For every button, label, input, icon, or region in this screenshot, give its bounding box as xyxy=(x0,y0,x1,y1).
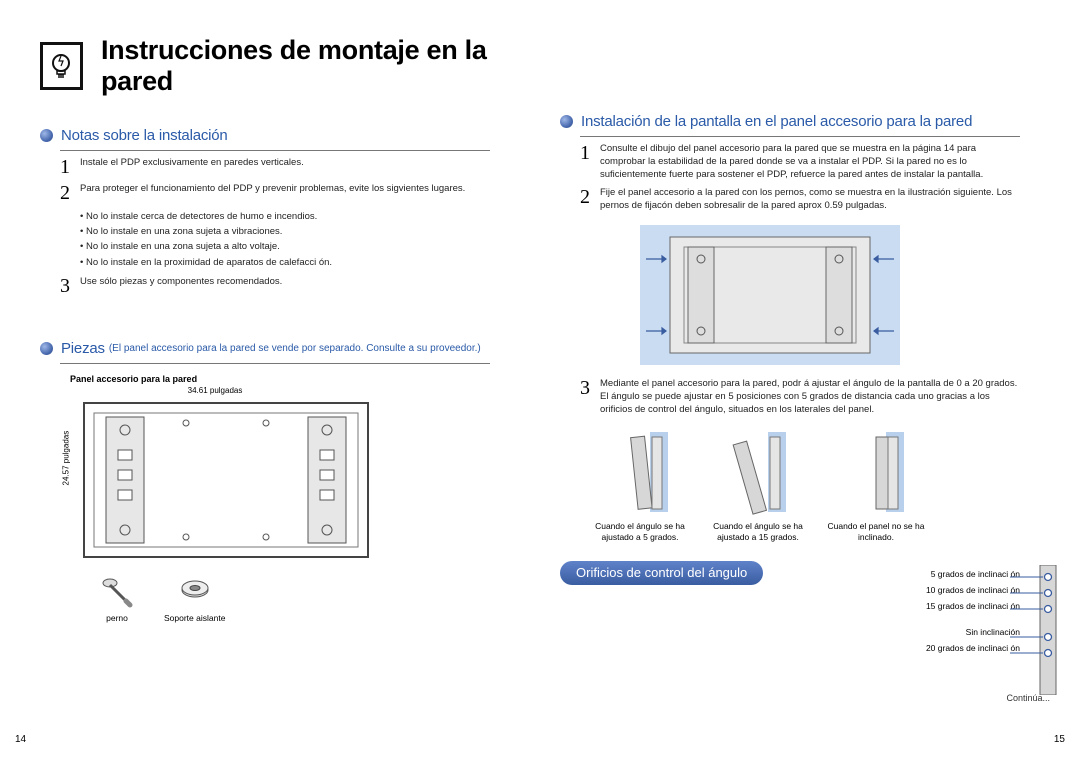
left-page: Instrucciones de montaje en la pared Not… xyxy=(40,0,510,763)
header: Instrucciones de montaje en la pared xyxy=(40,35,510,97)
section-title: Piezas xyxy=(61,340,105,357)
angle-figures: Cuando el ángulo se ha ajustado a 5 grad… xyxy=(590,427,1040,543)
step-text: Use sólo piezas y componentes recomendad… xyxy=(80,276,282,296)
bullet-dot-icon xyxy=(560,115,573,128)
step-text: Consulte el dibujo del panel accesorio p… xyxy=(600,143,1020,181)
wall-bracket-figure xyxy=(640,225,900,365)
step-2: 2 Fije el panel accesorio a la pared con… xyxy=(580,187,1020,213)
bullet-item: No lo instale en una zona sujeta a vibra… xyxy=(80,224,510,239)
hole-label: 10 grados de inclinaci ón xyxy=(926,582,1020,598)
section-title: Notas sobre la instalación xyxy=(61,127,228,144)
step-1: 1 Instale el PDP exclusivamente en pared… xyxy=(60,157,490,177)
part-label: Soporte aislante xyxy=(164,613,225,623)
divider xyxy=(60,363,490,364)
bulb-icon xyxy=(40,42,83,90)
hole-label: 15 grados de inclinaci ón xyxy=(926,598,1020,614)
step-2: 2 Para proteger el funcionamiento del PD… xyxy=(60,183,490,203)
step-number: 3 xyxy=(580,378,600,416)
section-title: Instalación de la pantalla en el panel a… xyxy=(581,113,972,130)
step-number: 1 xyxy=(60,157,80,177)
angle-holes-pill: Orificios de control del ángulo xyxy=(560,561,763,585)
hole-label: 20 grados de inclinaci ón xyxy=(926,640,1020,656)
step-number: 1 xyxy=(580,143,600,181)
bullet-list: No lo instale cerca de detectores de hum… xyxy=(80,209,510,270)
angle-fig-0: Cuando el panel no se ha inclinado. xyxy=(826,427,926,543)
hole-label: 5 grados de inclinaci ón xyxy=(926,566,1020,582)
step-text: Mediante el panel accesorio para la pare… xyxy=(600,378,1020,416)
divider xyxy=(60,150,490,151)
angle-holes-figure xyxy=(1010,565,1060,695)
hole-labels: 5 grados de inclinaci ón 10 grados de in… xyxy=(926,566,1020,656)
bullet-item: No lo instale cerca de detectores de hum… xyxy=(80,209,510,224)
page-title: Instrucciones de montaje en la pared xyxy=(101,35,510,97)
panel-label: Panel accesorio para la pared xyxy=(70,374,510,384)
step-number: 2 xyxy=(60,183,80,203)
bolt-icon xyxy=(100,575,134,609)
angle-caption: Cuando el ángulo se ha ajustado a 15 gra… xyxy=(708,521,808,543)
bullet-dot-icon xyxy=(40,342,53,355)
bracket-diagram: 24.57 pulgadas xyxy=(60,395,510,565)
step-1: 1 Consulte el dibujo del panel accesorio… xyxy=(580,143,1020,181)
hole-label: Sin inclinación xyxy=(926,624,1020,640)
spacer-icon xyxy=(178,575,212,609)
dimension-height: 24.57 pulgadas xyxy=(62,474,71,486)
section-subtitle: (El panel accesorio para la pared se ven… xyxy=(109,343,481,354)
part-spacer: Soporte aislante xyxy=(164,575,225,623)
step-3: 3 Mediante el panel accesorio para la pa… xyxy=(580,378,1020,416)
step-text: Fije el panel accesorio a la pared con l… xyxy=(600,187,1020,213)
section-install: Instalación de la pantalla en el panel a… xyxy=(560,113,1040,130)
step-number: 3 xyxy=(60,276,80,296)
part-label: perno xyxy=(106,613,128,623)
page-number-right: 15 xyxy=(1054,734,1065,745)
angle-fig-15: Cuando el ángulo se ha ajustado a 15 gra… xyxy=(708,427,808,543)
divider xyxy=(580,136,1020,137)
parts-row: perno Soporte aislante xyxy=(100,575,510,623)
angle-fig-5: Cuando el ángulo se ha ajustado a 5 grad… xyxy=(590,427,690,543)
step-number: 2 xyxy=(580,187,600,213)
step-text: Para proteger el funcionamiento del PDP … xyxy=(80,183,465,203)
bracket-figure xyxy=(76,395,376,565)
angle-caption: Cuando el panel no se ha inclinado. xyxy=(826,521,926,543)
continue-text: Continúa... xyxy=(1006,693,1050,703)
bullet-item: No lo instale en la proximidad de aparat… xyxy=(80,255,510,270)
angle-caption: Cuando el ángulo se ha ajustado a 5 grad… xyxy=(590,521,690,543)
section-pieces: Piezas (El panel accesorio para la pared… xyxy=(40,340,510,357)
section-notes: Notas sobre la instalación xyxy=(40,127,510,144)
bullet-dot-icon xyxy=(40,129,53,142)
part-bolt: perno xyxy=(100,575,134,623)
dimension-width: 34.61 pulgadas xyxy=(70,386,360,395)
step-text: Instale el PDP exclusivamente en paredes… xyxy=(80,157,304,177)
step-3: 3 Use sólo piezas y componentes recomend… xyxy=(60,276,490,296)
page-number-left: 14 xyxy=(15,734,26,745)
bullet-item: No lo instale en una zona sujeta a alto … xyxy=(80,239,510,254)
